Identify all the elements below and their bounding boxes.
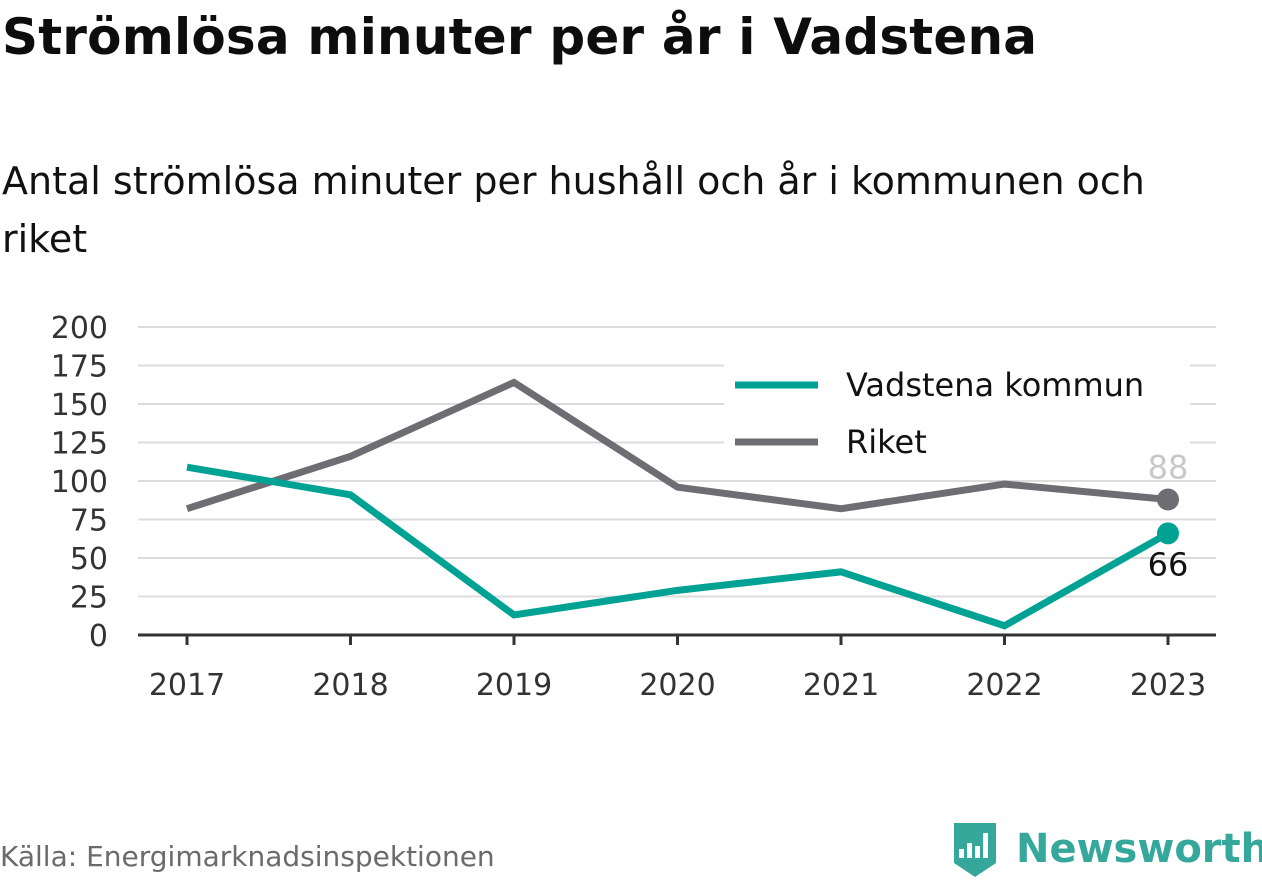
end-point-marker	[1157, 522, 1179, 545]
x-tick-label: 2021	[803, 668, 879, 703]
chart-subtitle: Antal strömlösa minuter per hushåll och …	[2, 159, 1145, 261]
x-tick-label: 2018	[312, 668, 388, 703]
x-axis: 2017 2018 2019 2020 2021 2022 2023	[138, 633, 1216, 703]
x-tick-label: 2019	[476, 668, 552, 703]
legend-background	[724, 360, 1190, 470]
end-point-marker	[1157, 488, 1179, 511]
y-tick-label: 175	[51, 350, 108, 385]
legend-label: Riket	[846, 423, 927, 461]
y-tick-label: 200	[51, 311, 108, 346]
y-tick-label: 125	[51, 427, 108, 462]
series-lines	[185, 378, 1170, 630]
series-line	[185, 378, 1169, 513]
y-tick-label: 0	[89, 619, 108, 654]
legend: Vadstena kommun Riket	[724, 360, 1190, 470]
end-value-label: 88	[1148, 448, 1189, 486]
y-tick-label: 100	[51, 465, 108, 500]
x-tick-label: 2017	[149, 668, 225, 703]
series-line	[186, 463, 1170, 630]
brand-name: Newsworthy	[1016, 826, 1262, 872]
chart-title: Strömlösa minuter per år i Vadstena	[2, 8, 1038, 66]
y-tick-label: 75	[70, 504, 108, 539]
x-tick-label: 2022	[966, 668, 1042, 703]
y-tick-label: 150	[51, 388, 108, 423]
source-note: Källa: Energimarknadsinspektionen	[0, 840, 495, 873]
x-tick-label: 2020	[639, 668, 715, 703]
y-tick-label: 50	[70, 542, 108, 577]
end-value-label: 66	[1148, 545, 1189, 583]
legend-label: Vadstena kommun	[846, 366, 1144, 404]
newsworthy-brand: Newsworthy	[950, 818, 1262, 880]
y-tick-label: 25	[70, 581, 108, 616]
x-tick-label: 2023	[1130, 668, 1206, 703]
end-markers: 66 88	[1148, 448, 1189, 583]
newsworthy-logo-icon	[954, 823, 996, 877]
